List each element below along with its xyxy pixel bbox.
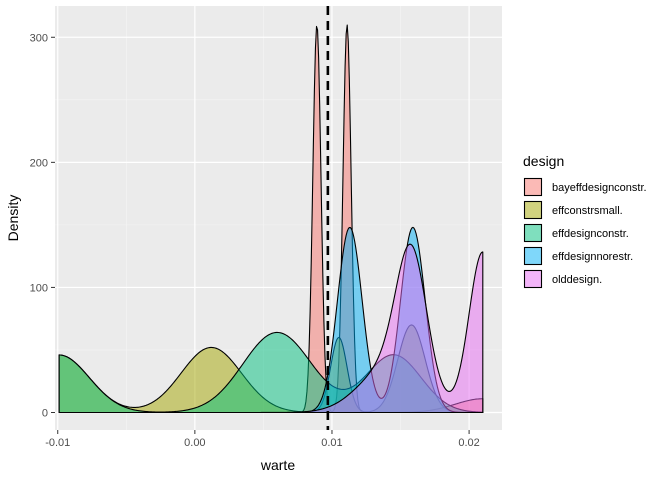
y-tick-label: 0 xyxy=(42,407,48,419)
legend-swatch xyxy=(523,269,543,289)
legend-label: effconstrsmall. xyxy=(552,205,623,217)
legend-label: olddesign. xyxy=(552,274,602,286)
y-tick-label: 200 xyxy=(30,157,48,169)
y-axis-ticks: 0 100 200 300 xyxy=(30,32,55,419)
legend-swatch xyxy=(523,223,543,243)
density-areas xyxy=(58,24,484,414)
legend-item: effconstrsmall. xyxy=(523,200,623,220)
legend-swatch xyxy=(523,200,543,220)
legend-label: bayeffdesignconstr. xyxy=(552,182,647,194)
x-axis-ticks: -0.01 0.00 0.01 0.02 xyxy=(45,430,480,449)
density-area-olddesign xyxy=(58,243,484,414)
legend-item: effdesignconstr. xyxy=(523,223,629,243)
legend-label: effdesignconstr. xyxy=(552,228,629,240)
x-axis-title: warte xyxy=(260,457,295,473)
legend-title: design xyxy=(523,153,564,169)
legend-label: effdesignnorestr. xyxy=(552,251,633,263)
x-tick-label: 0.01 xyxy=(321,437,342,449)
y-axis-title: Density xyxy=(5,195,21,242)
legend-item: bayeffdesignconstr. xyxy=(523,177,647,197)
y-tick-label: 300 xyxy=(30,32,48,44)
x-tick-label: 0.02 xyxy=(458,437,479,449)
x-tick-label: 0.00 xyxy=(184,437,205,449)
x-tick-label: -0.01 xyxy=(45,437,70,449)
legend-swatch xyxy=(523,246,543,266)
legend-item: effdesignnorestr. xyxy=(523,246,633,266)
legend: bayeffdesignconstr. effconstrsmall. effdes… xyxy=(523,177,647,289)
legend-item: olddesign. xyxy=(523,269,602,289)
y-tick-label: 100 xyxy=(30,282,48,294)
legend-swatch xyxy=(523,177,543,197)
